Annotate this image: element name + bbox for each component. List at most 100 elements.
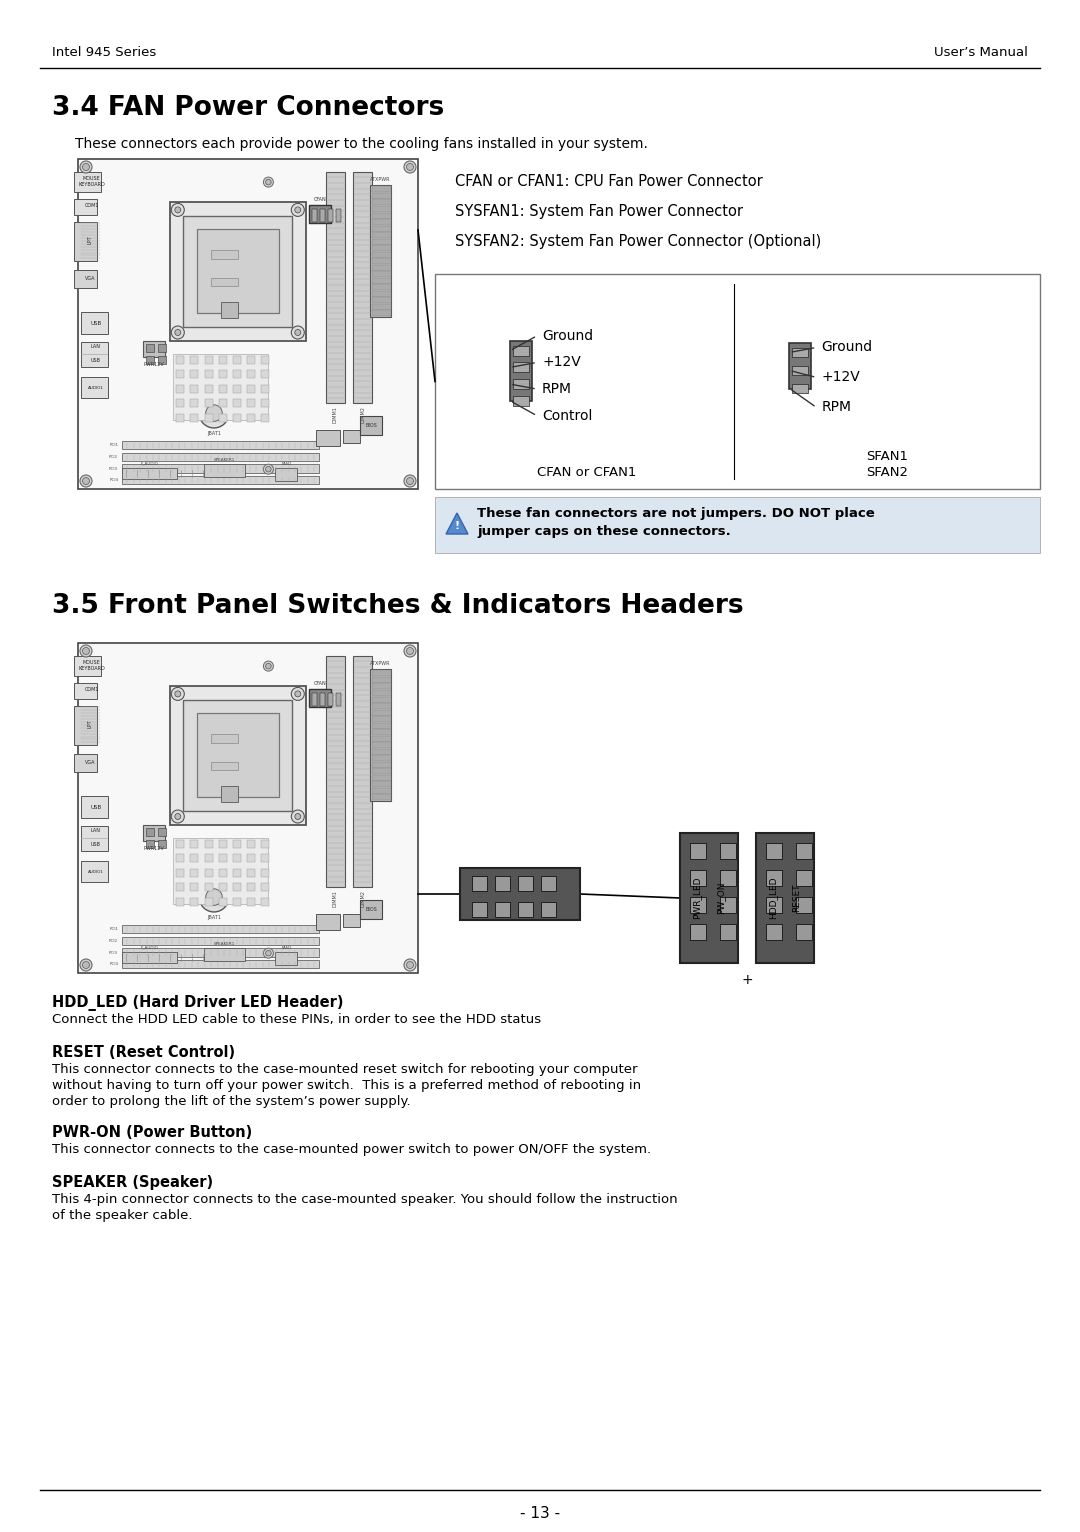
Circle shape [266, 179, 271, 185]
Bar [233, 869, 241, 876]
Text: without having to turn off your power switch.  This is a preferred method of reb: without having to turn off your power sw… [52, 1079, 642, 1092]
Text: RPM: RPM [822, 400, 851, 415]
Bar [373, 723, 391, 729]
Bar [219, 400, 227, 408]
Text: 3.5 Front Panel Switches & Indicators Headers: 3.5 Front Panel Switches & Indicators He… [52, 593, 744, 619]
Bar [247, 855, 255, 863]
Bar [190, 898, 199, 905]
Text: JBAT1: JBAT1 [207, 430, 221, 437]
Bar [680, 833, 738, 964]
Bar [373, 703, 391, 709]
Circle shape [406, 648, 414, 654]
Bar [143, 824, 164, 841]
Text: PCI1: PCI1 [109, 443, 118, 447]
Text: BIOS: BIOS [365, 907, 377, 912]
Text: LAN: LAN [91, 345, 100, 349]
Bar [190, 414, 199, 421]
Bar [219, 355, 227, 363]
Bar [261, 884, 269, 892]
Text: SYSFAN1: System Fan Power Connector: SYSFAN1: System Fan Power Connector [455, 204, 743, 219]
Bar [176, 840, 185, 847]
Bar [190, 385, 199, 392]
Circle shape [266, 950, 271, 956]
Bar [373, 775, 391, 781]
Bar [373, 277, 391, 283]
Text: COM1: COM1 [84, 686, 99, 692]
Bar [373, 219, 391, 225]
Bar [373, 729, 391, 735]
Text: DIMM1: DIMM1 [333, 406, 338, 423]
Bar [170, 202, 306, 340]
Circle shape [82, 648, 90, 654]
Text: PWR_LED: PWR_LED [692, 876, 702, 919]
Bar [204, 840, 213, 847]
Bar [320, 692, 325, 706]
Bar [328, 208, 334, 222]
Bar [373, 671, 391, 677]
Bar [370, 185, 391, 317]
Circle shape [175, 207, 180, 213]
Text: AUDIO1: AUDIO1 [87, 386, 104, 389]
Text: PCI2: PCI2 [109, 455, 118, 460]
Bar [373, 795, 391, 800]
Text: DIMM2: DIMM2 [360, 406, 365, 423]
Bar [233, 414, 241, 421]
Bar [219, 371, 227, 378]
Bar [518, 902, 534, 918]
Bar [370, 669, 391, 801]
Bar [176, 869, 185, 876]
Text: COM1: COM1 [84, 202, 99, 208]
Bar [326, 172, 345, 403]
Bar [176, 884, 185, 892]
Bar [176, 371, 185, 378]
Circle shape [292, 204, 305, 216]
Bar [796, 898, 812, 913]
Bar [176, 414, 185, 421]
Bar [233, 855, 241, 863]
Bar [247, 869, 255, 876]
Circle shape [82, 164, 90, 170]
Bar [219, 898, 227, 905]
Bar [373, 761, 391, 768]
Text: +12V: +12V [542, 355, 581, 369]
Bar [353, 656, 373, 887]
Bar [221, 786, 238, 803]
Bar [373, 755, 391, 761]
Bar [261, 371, 269, 378]
Bar [720, 924, 735, 941]
Bar [219, 884, 227, 892]
Bar [353, 172, 373, 403]
Text: Ground: Ground [542, 329, 593, 343]
Bar [122, 467, 177, 480]
Bar [247, 884, 255, 892]
Circle shape [292, 688, 305, 700]
Circle shape [264, 178, 273, 187]
Circle shape [175, 329, 180, 336]
Bar [81, 377, 108, 398]
Bar [146, 355, 153, 363]
Bar [373, 311, 391, 317]
Bar [122, 925, 320, 933]
Bar [373, 245, 391, 251]
Bar [373, 787, 391, 794]
Bar [204, 400, 213, 408]
Bar [176, 385, 185, 392]
Bar [472, 902, 487, 918]
Circle shape [264, 464, 273, 475]
Text: SYSFAN2: System Fan Power Connector (Optional): SYSFAN2: System Fan Power Connector (Opt… [455, 234, 821, 250]
Circle shape [266, 466, 271, 472]
Bar [81, 797, 108, 818]
Bar [219, 869, 227, 876]
Text: USB: USB [90, 320, 102, 326]
Circle shape [172, 204, 185, 216]
Bar [219, 855, 227, 863]
Text: PCI2: PCI2 [109, 939, 118, 944]
Bar [766, 898, 782, 913]
Text: CFAN or CFAN1: CFAN or CFAN1 [537, 466, 636, 480]
Bar [190, 884, 199, 892]
Text: PWR-ON (Power Button): PWR-ON (Power Button) [52, 1124, 253, 1140]
Bar [81, 313, 108, 334]
Bar [513, 395, 529, 406]
Bar [343, 429, 361, 443]
Circle shape [292, 810, 305, 823]
